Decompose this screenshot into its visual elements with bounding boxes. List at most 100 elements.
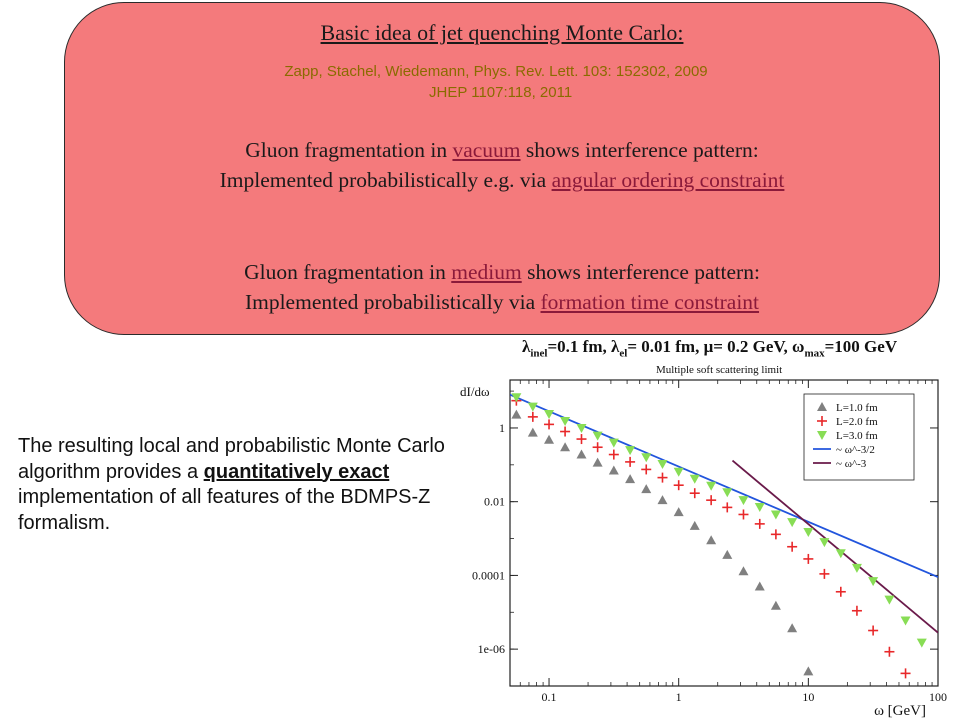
- legend-entry-label: L=1.0 fm: [836, 402, 878, 414]
- data-point-series-1: [560, 442, 571, 452]
- data-point-series-2: [673, 480, 684, 491]
- data-point-series-3: [835, 549, 846, 559]
- data-point-series-1: [641, 484, 652, 494]
- medium-implementation-line: Implemented probabilistically via format…: [244, 290, 760, 314]
- data-point-series-2: [900, 668, 911, 679]
- y-tick-label: 0.01: [484, 495, 505, 509]
- data-point-series-3: [625, 446, 636, 456]
- reference-line-1: Zapp, Stachel, Wiedemann, Phys. Rev. Let…: [284, 63, 708, 80]
- data-point-series-1: [722, 549, 733, 559]
- data-point-series-3: [576, 423, 587, 433]
- formation-time-link[interactable]: formation time constraint: [540, 290, 760, 314]
- data-point-series-2: [560, 426, 571, 437]
- x-tick-label: 100: [929, 690, 947, 704]
- data-point-series-1: [592, 457, 603, 467]
- data-point-series-1: [527, 427, 538, 437]
- data-point-series-2: [689, 488, 700, 499]
- legend-marker-swatch: [817, 402, 827, 411]
- data-point-series-1: [770, 600, 781, 610]
- power-law-line-2: [731, 459, 938, 634]
- data-point-series-2: [770, 529, 781, 540]
- data-point-series-3: [689, 474, 700, 484]
- data-point-series-3: [900, 616, 911, 626]
- reference-line-2: JHEP 1107:118, 2011: [429, 84, 573, 101]
- data-point-series-2: [592, 442, 603, 453]
- data-point-series-2: [819, 568, 830, 579]
- data-point-series-1: [657, 495, 668, 505]
- data-point-series-2: [641, 464, 652, 475]
- data-point-series-1: [544, 434, 555, 444]
- data-point-series-3: [560, 416, 571, 426]
- data-point-series-3: [787, 518, 798, 528]
- data-point-series-2: [787, 541, 798, 552]
- chart-parameters-header: λinel=0.1 fm, λel= 0.01 fm, μ= 0.2 GeV, …: [522, 337, 898, 360]
- data-point-series-3: [608, 438, 619, 448]
- data-point-series-3: [868, 577, 879, 587]
- data-point-series-2: [754, 518, 765, 529]
- data-point-series-3: [916, 638, 927, 648]
- legend-entry-label: L=2.0 fm: [836, 416, 878, 428]
- data-point-series-3: [803, 528, 814, 538]
- spectrum-chart: 0.1 1 10 100 1 0.01 0.0001 1e-06 dI/dω ω [GeV] L=1…: [460, 379, 947, 719]
- data-point-series-2: [835, 586, 846, 597]
- data-point-series-3: [527, 402, 538, 412]
- data-point-series-2: [851, 605, 862, 616]
- data-point-series-3: [706, 481, 717, 491]
- data-point-series-2: [527, 411, 538, 422]
- data-point-series-1: [625, 474, 636, 484]
- legend-entry-label: ~ ω^-3/2: [836, 444, 875, 456]
- idea-callout: Basic idea of jet quenching Monte Carlo:…: [64, 2, 940, 335]
- data-point-series-1: [689, 520, 700, 530]
- data-point-series-2: [706, 495, 717, 506]
- y-tick-label: 1e-06: [478, 642, 505, 656]
- chart-subtitle: Multiple soft scattering limit: [656, 364, 783, 376]
- data-point-series-3: [722, 488, 733, 498]
- vacuum-implementation-line: Implemented probabilistically e.g. via a…: [219, 168, 785, 192]
- data-point-series-2: [576, 434, 587, 445]
- summary-paragraph: The resulting local and probabilistic Mo…: [18, 435, 445, 534]
- vacuum-link[interactable]: vacuum: [452, 138, 521, 162]
- callout-title: Basic idea of jet quenching Monte Carlo:: [320, 20, 684, 45]
- data-point-series-2: [608, 449, 619, 460]
- data-point-series-3: [592, 431, 603, 441]
- data-point-series-1: [738, 566, 749, 576]
- x-tick-label: 1: [676, 690, 682, 704]
- data-point-series-1: [608, 465, 619, 475]
- data-point-series-3: [851, 563, 862, 573]
- data-point-series-2: [738, 509, 749, 520]
- data-point-series-3: [819, 538, 830, 548]
- data-point-series-1: [787, 623, 798, 633]
- data-point-series-1: [673, 507, 684, 517]
- legend: L=1.0 fm L=2.0 fm L=3.0 fm ~ ω^-3/2 ~ ω^-3: [803, 393, 915, 481]
- data-point-series-1: [803, 666, 814, 676]
- data-point-series-3: [544, 409, 555, 419]
- quantitatively-exact-emphasis: quantitatively exact: [203, 460, 390, 483]
- data-point-series-2: [884, 646, 895, 657]
- data-point-series-2: [657, 472, 668, 483]
- data-point-series-2: [544, 419, 555, 430]
- legend-marker-swatch: [817, 416, 827, 426]
- y-axis-label: dI/dω: [460, 384, 490, 399]
- data-point-series-2: [803, 553, 814, 564]
- data-point-series-3: [738, 496, 749, 506]
- data-point-series-3: [754, 502, 765, 512]
- x-tick-label: 0.1: [542, 690, 557, 704]
- y-tick-label: 1: [499, 421, 505, 435]
- y-tick-label: 0.0001: [472, 568, 505, 582]
- data-point-series-3: [641, 453, 652, 463]
- angular-ordering-link[interactable]: angular ordering constraint: [551, 168, 785, 192]
- x-tick-label: 10: [802, 690, 814, 704]
- legend-entry-label: ~ ω^-3: [836, 458, 867, 470]
- data-point-series-3: [673, 467, 684, 477]
- medium-line: Gluon fragmentation in medium shows inte…: [244, 260, 760, 284]
- legend-marker-swatch: [817, 431, 827, 440]
- data-point-series-1: [576, 449, 587, 459]
- data-point-series-2: [868, 625, 879, 636]
- data-point-series-3: [657, 460, 668, 470]
- data-point-series-1: [706, 535, 717, 545]
- data-point-series-2: [722, 502, 733, 513]
- data-point-series-3: [511, 393, 522, 403]
- x-axis-label: ω [GeV]: [874, 703, 926, 719]
- medium-link[interactable]: medium: [451, 260, 522, 284]
- data-point-series-3: [770, 510, 781, 520]
